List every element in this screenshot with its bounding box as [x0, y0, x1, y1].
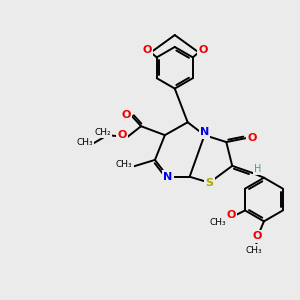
Text: CH₃: CH₃ [76, 138, 93, 147]
Text: S: S [206, 178, 213, 188]
Text: O: O [142, 45, 152, 56]
Text: O: O [122, 110, 131, 120]
Text: O: O [226, 210, 236, 220]
Text: O: O [198, 45, 207, 56]
Text: CH₂: CH₂ [94, 128, 111, 137]
Text: CH₃: CH₃ [209, 218, 226, 227]
Text: CH₃: CH₃ [246, 246, 262, 255]
Text: N: N [200, 127, 209, 137]
Text: H: H [254, 164, 262, 174]
Text: O: O [252, 231, 262, 241]
Text: O: O [118, 130, 127, 140]
Text: O: O [248, 133, 257, 143]
Text: N: N [163, 172, 172, 182]
Text: CH₃: CH₃ [116, 160, 133, 169]
